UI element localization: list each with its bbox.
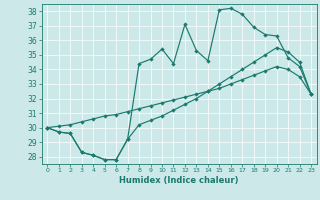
X-axis label: Humidex (Indice chaleur): Humidex (Indice chaleur) (119, 176, 239, 185)
